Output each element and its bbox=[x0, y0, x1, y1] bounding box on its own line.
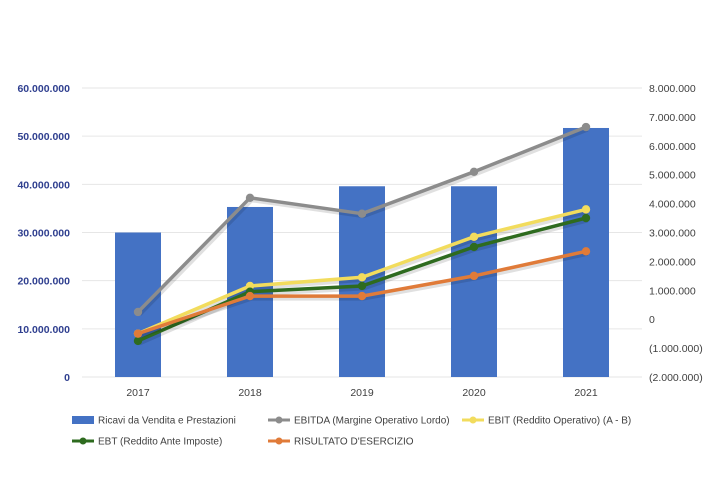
right-axis: (2.000.000) (1.000.000) 0 1.000.000 2.000.00… bbox=[649, 83, 703, 384]
legend-label: Ricavi da Vendita e Prestazioni bbox=[98, 416, 236, 427]
series-1-point-2018 bbox=[245, 193, 255, 203]
x-tick-label: 2020 bbox=[462, 387, 486, 399]
right-tick-label: 6.000.000 bbox=[649, 141, 696, 153]
left-tick-label: 50.000.000 bbox=[17, 131, 70, 143]
right-tick-label: 8.000.000 bbox=[649, 83, 696, 95]
series-1-point-2019 bbox=[357, 209, 367, 218]
left-axis: 0 10.000.000 20.000.000 30.000.000 40.000.00… bbox=[17, 83, 70, 384]
right-tick-label: 7.000.000 bbox=[649, 112, 696, 124]
right-tick-label: 5.000.000 bbox=[649, 170, 696, 182]
series-3-point-2019 bbox=[357, 281, 367, 291]
legend: Ricavi da Vendita e Prestazioni EBITDA (M… bbox=[72, 416, 631, 448]
bar-series bbox=[115, 127, 609, 377]
legend-label: RISULTATO D'ESERCIZIO bbox=[294, 437, 414, 448]
right-tick-label: 3.000.000 bbox=[649, 228, 696, 240]
legend-swatch-marker bbox=[275, 437, 283, 445]
left-tick-label: 20.000.000 bbox=[17, 276, 70, 288]
series-3-point-2021 bbox=[581, 213, 591, 223]
x-tick-label: 2018 bbox=[238, 387, 262, 399]
legend-swatch-marker bbox=[275, 416, 283, 424]
bar-ricavi-2017 bbox=[115, 232, 161, 377]
left-tick-label: 40.000.000 bbox=[17, 179, 70, 191]
series-4-point-2017 bbox=[133, 329, 143, 338]
series-2-point-2021 bbox=[581, 205, 591, 214]
series-1-point-2017 bbox=[133, 307, 143, 317]
series-3-point-2020 bbox=[469, 242, 479, 252]
series-4-point-2021 bbox=[581, 247, 591, 256]
series-4-point-2020 bbox=[469, 271, 479, 281]
right-tick-label: 4.000.000 bbox=[649, 199, 696, 211]
x-tick-label: 2019 bbox=[350, 387, 374, 399]
x-axis: 2017 2018 2019 2020 2021 bbox=[126, 387, 598, 399]
left-tick-label: 60.000.000 bbox=[17, 83, 70, 95]
bar-ricavi-2020 bbox=[451, 186, 497, 377]
series-1-point-2021 bbox=[581, 122, 591, 132]
left-tick-label: 0 bbox=[64, 372, 70, 384]
legend-swatch-marker bbox=[79, 437, 87, 445]
right-tick-label: 1.000.000 bbox=[649, 285, 696, 297]
right-tick-label: (2.000.000) bbox=[649, 372, 703, 384]
right-tick-label: (1.000.000) bbox=[649, 343, 703, 355]
x-tick-label: 2017 bbox=[126, 387, 150, 399]
right-tick-label: 2.000.000 bbox=[649, 256, 696, 268]
series-4-point-2018 bbox=[245, 291, 255, 301]
series-3-point-2017 bbox=[133, 336, 143, 346]
series-2-point-2019 bbox=[357, 273, 367, 282]
series-2-point-2020 bbox=[469, 232, 479, 242]
legend-label: EBITDA (Margine Operativo Lordo) bbox=[294, 416, 450, 427]
series-2-point-2018 bbox=[245, 281, 255, 291]
right-tick-label: 0 bbox=[649, 314, 655, 326]
legend-label: EBT (Reddito Ante Imposte) bbox=[98, 437, 222, 448]
legend-swatch-bar bbox=[72, 416, 94, 424]
legend-label: EBIT (Reddito Operativo) (A - B) bbox=[488, 416, 631, 427]
legend-swatch-marker bbox=[469, 416, 477, 424]
x-tick-label: 2021 bbox=[574, 387, 598, 399]
series-1-point-2020 bbox=[469, 167, 479, 177]
series-4-point-2019 bbox=[357, 291, 367, 301]
left-tick-label: 30.000.000 bbox=[17, 228, 70, 240]
line-series-group bbox=[133, 122, 591, 346]
left-tick-label: 10.000.000 bbox=[17, 324, 70, 336]
